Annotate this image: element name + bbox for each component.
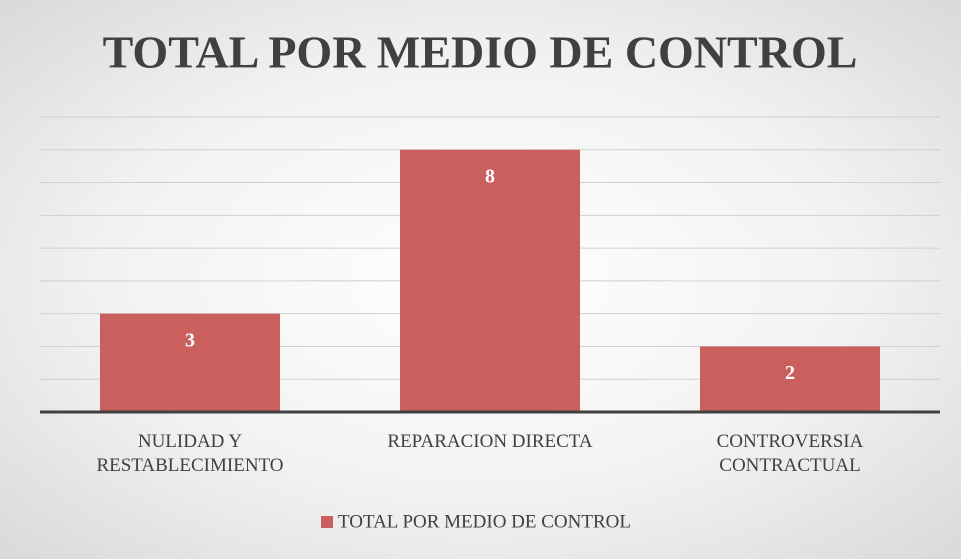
bar [400, 149, 580, 412]
bar [700, 346, 880, 412]
x-tick-label: NULIDAD Y RESTABLECIMIENTO [96, 431, 284, 476]
x-tick-label: REPARACION DIRECTA [387, 431, 593, 452]
x-tick-label: CONTROVERSIA CONTRACTUAL [716, 431, 864, 476]
chart-title: TOTAL POR MEDIO DE CONTROL [103, 27, 858, 78]
value-label: 2 [785, 362, 795, 384]
legend-label: TOTAL POR MEDIO DE CONTROL [338, 511, 631, 532]
bar [100, 313, 280, 412]
legend-swatch [321, 516, 333, 528]
value-label: 8 [485, 165, 495, 187]
value-label: 3 [185, 329, 195, 351]
